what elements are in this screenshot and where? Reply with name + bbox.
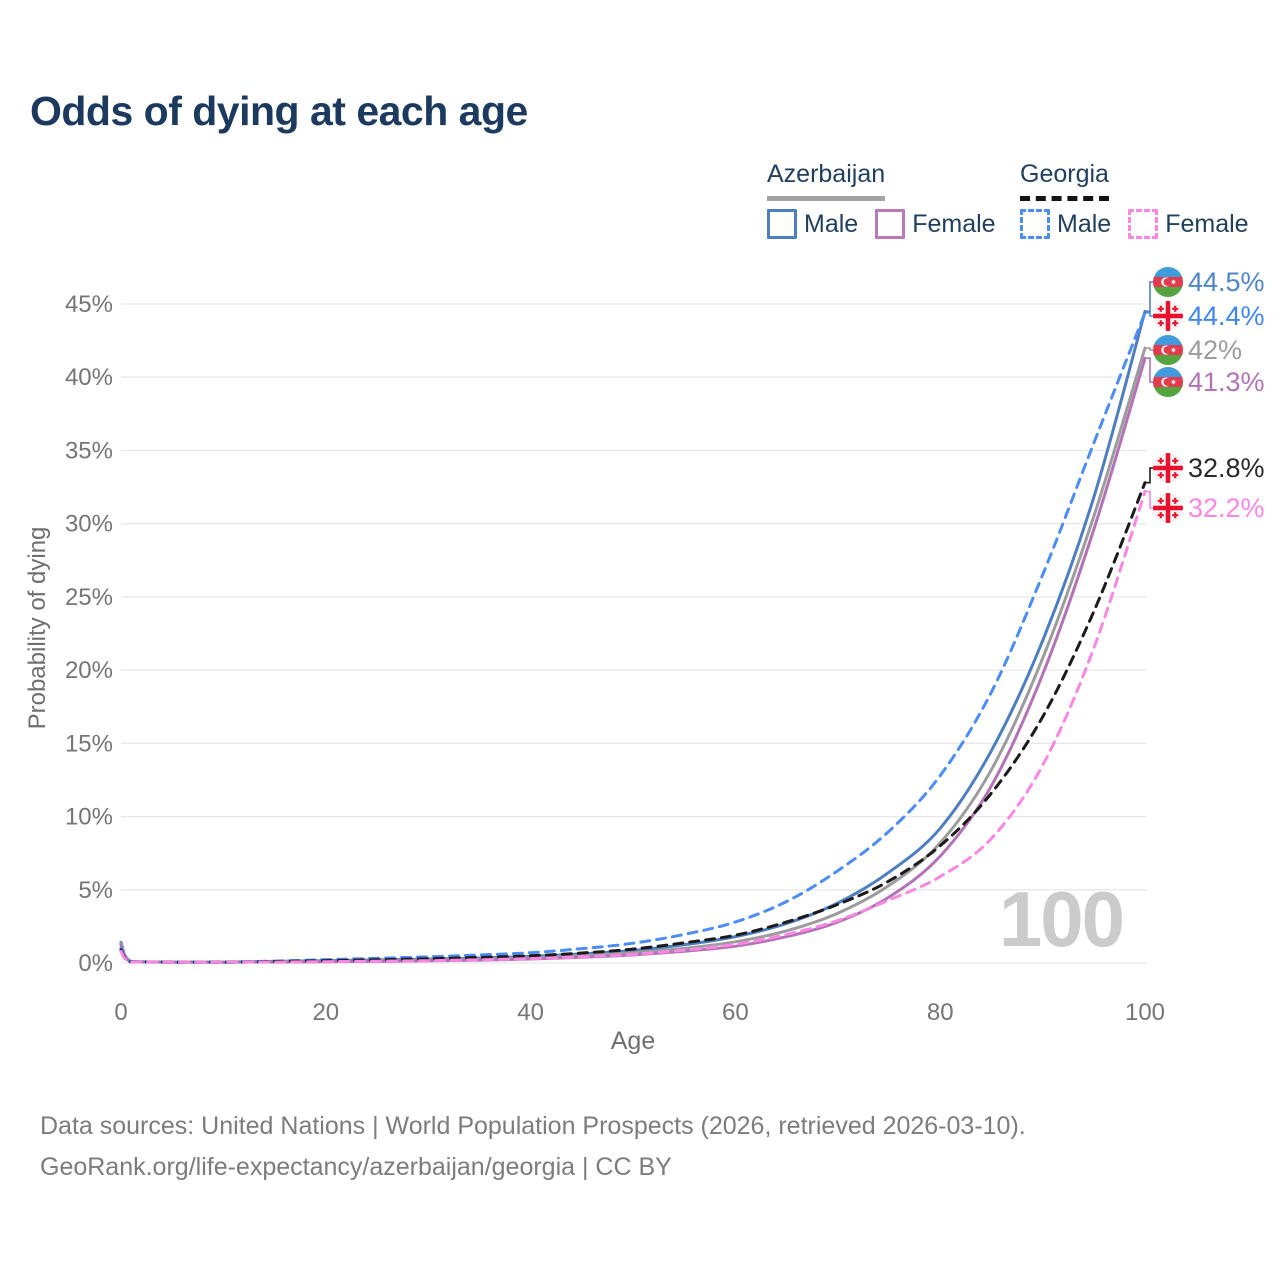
- x-tick-label: 20: [312, 999, 339, 1026]
- series-line-georgia-male[interactable]: [119, 311, 1147, 964]
- x-tick-label: 80: [927, 999, 954, 1026]
- y-tick-label: 30%: [65, 511, 113, 538]
- y-tick-label: 25%: [65, 584, 113, 611]
- series-line-azerbaijan-male[interactable]: [119, 309, 1147, 964]
- y-tick-label: 5%: [78, 877, 113, 904]
- azerbaijan-flag-icon: [1153, 335, 1183, 365]
- y-tick-label: 20%: [65, 657, 113, 684]
- georgia-female-swatch-icon: [1128, 209, 1159, 239]
- legend-item-label: Female: [1165, 209, 1249, 238]
- georgia-flag-icon: [1153, 453, 1183, 483]
- georgia-flag-icon: [1153, 301, 1183, 331]
- end-label-connector: [1146, 281, 1153, 313]
- legend-country-azerbaijan: Azerbaijan: [767, 160, 886, 201]
- legend-item-label: Male: [804, 209, 859, 238]
- azerbaijan-flag-icon: [1153, 367, 1183, 397]
- legend-item-azerbaijan-male[interactable]: Male: [767, 209, 858, 239]
- series-line-azerbaijan-female[interactable]: [119, 356, 1147, 964]
- azerbaijan-male-swatch-icon: [767, 209, 797, 239]
- end-label-connector: [1146, 357, 1153, 383]
- end-value-label: 42%: [1188, 335, 1242, 365]
- legend-item-azerbaijan-female[interactable]: Female: [875, 209, 996, 239]
- y-tick-label: 15%: [65, 730, 113, 757]
- legend-group-georgia: Georgia Male Female: [1020, 160, 1249, 239]
- azerbaijan-flag-icon: [1153, 267, 1183, 297]
- series-line-azerbaijan-both-sexes-[interactable]: [119, 346, 1147, 964]
- series-line-georgia-female[interactable]: [119, 490, 1147, 964]
- x-tick-label: 0: [114, 999, 127, 1026]
- attribution-line: GeoRank.org/life-expectancy/azerbaijan/g…: [40, 1152, 672, 1181]
- end-value-label: 44.4%: [1188, 301, 1265, 331]
- legend-country-georgia: Georgia: [1020, 160, 1109, 201]
- x-axis-title: Age: [611, 1027, 655, 1055]
- azerbaijan-female-swatch-icon: [875, 209, 906, 239]
- end-label-connector: [1146, 311, 1153, 317]
- legend-item-georgia-male[interactable]: Male: [1020, 209, 1111, 239]
- end-value-label: 32.8%: [1188, 453, 1265, 483]
- end-value-label: 41.3%: [1188, 367, 1265, 397]
- x-tick-label: 100: [1125, 999, 1165, 1026]
- y-tick-label: 45%: [65, 291, 113, 318]
- legend-item-georgia-female[interactable]: Female: [1128, 209, 1249, 239]
- legend-group-azerbaijan: Azerbaijan Male Female: [767, 160, 996, 239]
- legend-item-label: Female: [912, 209, 996, 238]
- y-tick-label: 0%: [78, 950, 113, 977]
- data-source-line: Data sources: United Nations | World Pop…: [40, 1112, 1026, 1140]
- georgia-male-swatch-icon: [1020, 209, 1050, 239]
- end-label-connector: [1146, 467, 1153, 484]
- x-tick-label: 60: [722, 999, 749, 1026]
- x-tick-label: 40: [517, 999, 544, 1026]
- end-value-label: 44.5%: [1188, 267, 1265, 297]
- end-value-label: 32.2%: [1188, 493, 1265, 523]
- legend-item-label: Male: [1057, 209, 1112, 238]
- end-label-connector: [1146, 347, 1153, 351]
- y-tick-label: 35%: [65, 438, 113, 465]
- page-title: Odds of dying at each age: [30, 88, 528, 134]
- georgia-flag-icon: [1153, 493, 1183, 523]
- y-axis-title: Probability of dying: [24, 527, 51, 730]
- end-label-connector: [1146, 490, 1153, 509]
- y-tick-label: 40%: [65, 364, 113, 391]
- y-tick-label: 10%: [65, 804, 113, 831]
- footer: Data sources: United Nations | World Pop…: [40, 1106, 1026, 1187]
- watermark-age-100: 100: [999, 875, 1123, 963]
